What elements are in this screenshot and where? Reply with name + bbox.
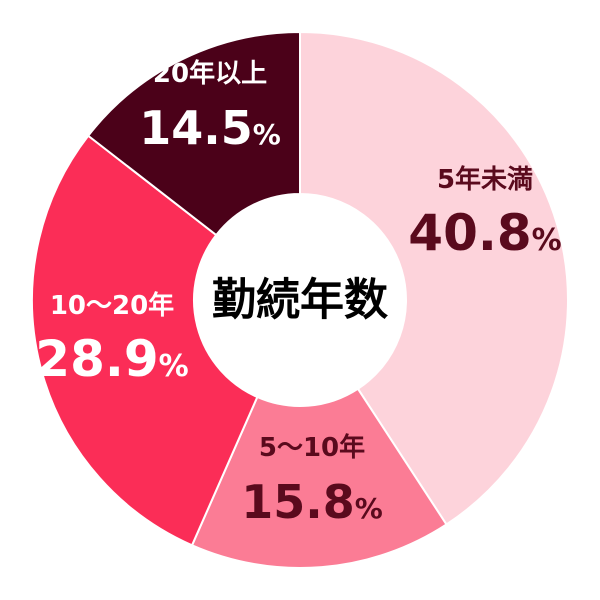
chart-title: 勤続年数 [212, 275, 388, 326]
slice-category-label-4: 20年以上 [153, 58, 267, 89]
slices-layer [31, 30, 569, 569]
slice-value-label-4: 14.5% [139, 101, 281, 155]
slice-category-label-3: 10〜20年 [50, 290, 174, 321]
slice-value-label-3: 28.9% [35, 330, 188, 388]
slice-category-label-2: 5〜10年 [259, 432, 365, 463]
slice-category-label-1: 5年未満 [437, 164, 533, 195]
labels-layer: 5年未満 40.8% 5〜10年 15.8% 10〜20年 28.9% 20年以上 14.5% [35, 58, 561, 529]
slice-value-label-1: 40.8% [408, 204, 561, 262]
donut-center-hole [194, 194, 406, 406]
slice-value-label-2: 15.8% [241, 475, 383, 529]
